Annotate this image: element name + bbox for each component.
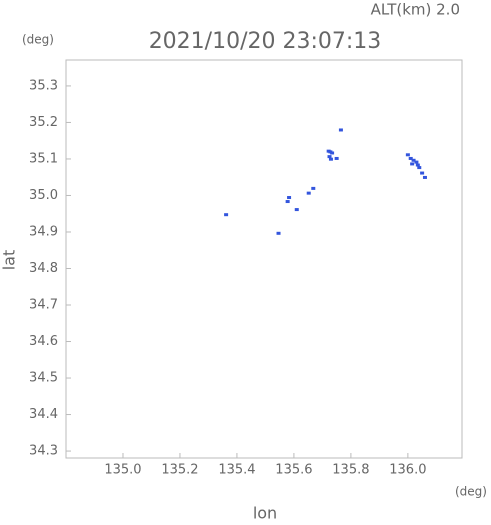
echo-point: [415, 163, 420, 167]
echo-point: [224, 213, 229, 217]
subtitle: ALT(km) 2.0: [371, 1, 460, 19]
echo-point: [338, 128, 343, 132]
echo-point: [285, 200, 290, 204]
echo-point: [420, 171, 425, 175]
x-axis-label: lon: [253, 504, 277, 522]
echo-point: [410, 162, 415, 166]
echo-point: [294, 208, 299, 212]
y-axis-label: lat: [0, 250, 19, 271]
y-tick-label: 34.4: [29, 407, 58, 422]
echo-point: [311, 186, 316, 190]
x-tick-label: 135.0: [104, 463, 141, 478]
echo-point: [306, 191, 311, 195]
echo-point: [405, 153, 410, 157]
echo-point: [287, 196, 292, 200]
x-tick-label: 135.8: [332, 463, 369, 478]
y-tick-label: 35.3: [29, 78, 58, 93]
y-tick-label: 35.1: [29, 151, 58, 166]
echo-point: [414, 160, 419, 164]
x-tick-label: 136.0: [389, 463, 426, 478]
echo-point: [422, 175, 427, 179]
echo-point: [328, 157, 333, 161]
y-tick-label: 35.0: [29, 188, 58, 203]
x-tick-label: 135.2: [161, 463, 198, 478]
echo-point: [276, 231, 281, 235]
y-tick-label: 34.7: [29, 298, 58, 313]
y-tick-label: 35.2: [29, 115, 58, 130]
y-tick-label: 34.8: [29, 261, 58, 276]
chart-title: 2021/10/20 23:07:13: [149, 29, 382, 54]
x-tick-label: 135.4: [218, 463, 255, 478]
y-tick-label: 34.9: [29, 224, 58, 239]
y-tick-label: 34.3: [29, 444, 58, 459]
echo-point: [408, 156, 413, 160]
echo-point: [334, 156, 339, 160]
plot-frame: [65, 59, 463, 459]
x-unit: (deg): [455, 485, 487, 499]
echo-point: [327, 155, 332, 159]
x-tick-label: 135.6: [275, 463, 312, 478]
echo-point: [411, 158, 416, 162]
y-tick-label: 34.5: [29, 371, 58, 386]
echo-point: [417, 166, 422, 170]
echo-point: [330, 151, 335, 155]
y-tick-label: 34.6: [29, 334, 58, 349]
y-unit: (deg): [22, 33, 54, 47]
